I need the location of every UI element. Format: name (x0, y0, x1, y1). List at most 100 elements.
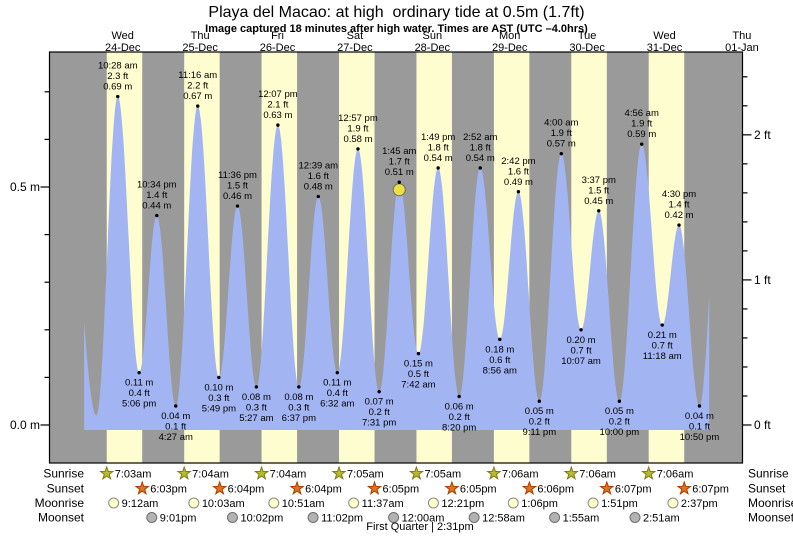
moonrise-circle-icon (427, 497, 439, 509)
tide-label-line: 1.5 ft (227, 181, 248, 192)
low-tide-label: 0.07 m0.2 ft7:31 pm (362, 397, 396, 429)
tide-label-line: 0.67 m (183, 91, 212, 102)
y-axis-right-label: 1 ft (754, 273, 771, 287)
tide-event-dot (316, 194, 320, 199)
chart-subtitle: Image captured 18 minutes after high wat… (205, 23, 588, 35)
tide-label-line: 12:39 am (298, 161, 338, 172)
moonrise-time: 10:03am (202, 498, 245, 510)
tide-event-dot (597, 209, 601, 213)
sunrise-star-icon (253, 465, 270, 481)
tide-label-line: 8:56 am (483, 365, 517, 376)
sunset-star-icon (444, 480, 460, 496)
moonrise-circle-icon (587, 497, 599, 509)
current-time-marker (392, 183, 406, 197)
page-title: Playa del Macao: at high ordinary tide a… (208, 4, 585, 21)
moonrise-circle-icon (507, 497, 519, 509)
tide-label-line: 0.2 ft (369, 407, 390, 418)
sunset-star-icon (366, 480, 383, 496)
sunset-star-icon (676, 480, 692, 496)
moonrise-circle-icon (348, 497, 360, 509)
tide-event-dot (137, 370, 141, 375)
high-tide-label: 4:00 am1.9 ft0.57 m (544, 118, 578, 150)
tide-label-line: 0.04 m (161, 411, 190, 422)
tide-label-line: 6:32 am (320, 399, 354, 410)
tide-label-line: 0.57 m (547, 139, 576, 150)
y-axis-right-label: 2 ft (754, 128, 771, 142)
tide-label-line: 1.7 ft (389, 157, 410, 168)
astro-row-moonset: Moonset Moonset 9:01pm 10:02pm 11:02pm 12:00a… (38, 511, 793, 525)
tide-label-line: 4:00 am (544, 118, 578, 129)
moonrise-circle-icon (108, 497, 120, 509)
tide-label-line: 0.69 m (103, 82, 132, 93)
low-tide-label: 0.11 m0.4 ft5:06 pm (122, 378, 156, 410)
low-tide-label: 0.06 m0.2 ft8:20 pm (442, 401, 476, 433)
day-weekday-label: Fri (271, 30, 284, 42)
high-tide-label: 4:30 pm1.4 ft0.42 m (662, 189, 696, 221)
moonset-time: 12:58am (482, 513, 525, 525)
tide-event-dot (660, 323, 664, 327)
tide-label-line: 1.9 ft (631, 119, 652, 130)
tide-event-dot (478, 166, 482, 170)
tide-label-line: 2:42 pm (501, 156, 535, 167)
tide-label-line: 0.15 m (404, 359, 433, 370)
tide-event-dot (254, 385, 259, 389)
tide-label-line: 0.51 m (385, 167, 414, 178)
tide-label-line: 0.6 ft (489, 355, 510, 366)
tide-label-line: 1.6 ft (508, 166, 529, 177)
high-tide-label: 1:45 am1.7 ft0.51 m (382, 146, 416, 178)
tide-label-line: 0.07 m (365, 397, 394, 408)
tide-event-dot (677, 223, 681, 227)
sunset-star-icon (134, 480, 150, 496)
moonset-time: 11:02pm (321, 513, 363, 525)
astro-row-label-left: Moonset (38, 511, 85, 525)
day-date-label: 24-Dec (105, 42, 141, 54)
day-weekday-label: Tue (578, 30, 597, 42)
tide-label-line: 0.4 ft (129, 388, 150, 399)
tide-event-dot (235, 204, 240, 208)
sunrise-star-icon (176, 465, 192, 481)
tide-label-line: 10:50 pm (680, 432, 720, 443)
low-tide-label: 0.08 m0.3 ft5:27 am (239, 392, 273, 424)
day-weekday-label: Sat (347, 30, 364, 42)
day-date-label: 25-Dec (182, 42, 218, 54)
tide-label-line: 0.4 ft (327, 388, 348, 399)
tide-label-line: 7:42 am (401, 380, 435, 391)
tide-label-line: 11:36 pm (218, 170, 257, 181)
day-weekday-label: Wed (111, 30, 133, 42)
tide-label-line: 2:52 am (463, 132, 497, 143)
y-axis-left-label: 0.0 m (10, 418, 40, 432)
tide-event-dot (640, 142, 644, 146)
y-axis-right-label: 0 ft (754, 418, 771, 432)
day-date-label: 01-Jan (725, 42, 759, 54)
tide-label-line: 4:56 am (625, 108, 659, 119)
tide-label-line: 4:27 am (159, 432, 193, 443)
tide-label-line: 5:27 am (239, 413, 273, 424)
tide-label-line: 6:37 pm (282, 413, 316, 424)
moonrise-time: 10:51am (282, 498, 325, 510)
high-tide-label: 2:52 am1.8 ft0.54 m (463, 132, 497, 164)
high-tide-label: 1:49 pm1.8 ft0.54 m (421, 132, 455, 164)
tide-event-dot (579, 328, 583, 332)
sunset-star-icon (212, 480, 228, 496)
tide-event-dot (155, 213, 159, 218)
tide-label-line: 0.54 m (424, 153, 453, 164)
tide-event-dot (377, 389, 381, 394)
tide-label-line: 10:07 am (561, 356, 601, 367)
tide-label-line: 2.1 ft (267, 100, 288, 111)
day-date-label: 26-Dec (260, 42, 296, 54)
tide-label-line: 8:20 pm (442, 422, 476, 433)
moonset-time: 2:51am (643, 513, 680, 525)
sunrise-star-icon (331, 465, 347, 481)
tide-label-line: 0.7 ft (570, 345, 591, 356)
moonrise-time: 9:12am (122, 498, 159, 510)
day-weekday-label: Wed (653, 30, 675, 42)
tide-label-line: 0.1 ft (689, 421, 710, 432)
astro-row-label-left: Sunrise (43, 467, 84, 481)
day-date-label: 30-Dec (569, 42, 605, 54)
moonset-circle-icon (307, 512, 319, 523)
sunrise-time: 7:06am (579, 469, 616, 481)
sunset-time: 6:05pm (460, 484, 497, 496)
tide-event-dot (335, 370, 339, 375)
